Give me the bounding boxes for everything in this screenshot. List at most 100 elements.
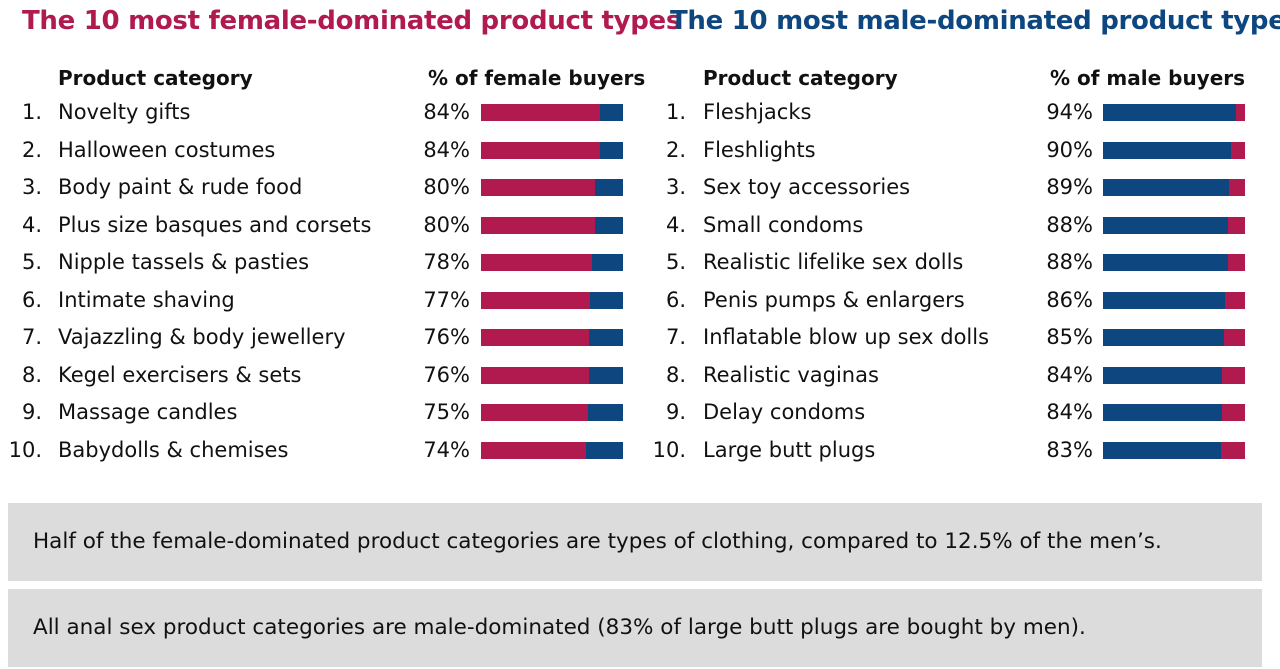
male-row: 2. Fleshlights 90% (640, 135, 1280, 165)
male-rank: 7. (665, 325, 686, 349)
male-percent-label: 89% (1046, 175, 1093, 199)
male-row: 6. Penis pumps & enlargers 86% (640, 285, 1280, 315)
male-percent-label: 86% (1046, 287, 1093, 312)
female-category-label: Babydolls & chemises (58, 437, 289, 462)
male-bar-remainder (1222, 366, 1245, 384)
female-percent-label: 77% (423, 287, 470, 312)
female-rank: 1. (21, 100, 42, 124)
female-rank: 3. (21, 175, 42, 199)
female-chart-title: The 10 most female-dominated product typ… (22, 6, 682, 36)
male-percent-label: 94% (1046, 100, 1093, 124)
female-bar-remainder (588, 329, 623, 346)
male-bar-remainder (1227, 216, 1245, 234)
male-bar-remainder (1223, 329, 1245, 346)
female-percent-header: % of female buyers (428, 66, 646, 90)
female-category-label: Kegel exercisers & sets (58, 362, 302, 387)
female-rank: 7. (21, 325, 42, 349)
male-bar-remainder (1225, 291, 1245, 309)
male-bar-remainder (1229, 179, 1245, 196)
female-rank: 9. (21, 400, 42, 424)
female-bar-remainder (587, 404, 623, 421)
female-percent-label: 74% (423, 437, 470, 462)
female-rank: 10. (8, 437, 42, 462)
female-rank: 5. (21, 250, 42, 274)
male-category-label: Realistic lifelike sex dolls (703, 250, 964, 274)
female-rank: 6. (21, 287, 42, 312)
male-category-label: Sex toy accessories (703, 175, 911, 199)
male-category-label: Fleshlights (703, 137, 816, 162)
male-bar-share (1103, 179, 1230, 196)
male-category-label: Fleshjacks (703, 100, 812, 124)
female-row: 4. Plus size basques and corsets 80% (0, 210, 640, 240)
female-category-label: Novelty gifts (58, 100, 191, 124)
female-row: 2. Halloween costumes 84% (0, 135, 640, 165)
male-bar-share (1103, 291, 1226, 309)
female-row: 6. Intimate shaving 77% (0, 285, 640, 315)
female-category-label: Massage candles (58, 400, 238, 424)
male-bar-share (1103, 254, 1228, 271)
female-category-label: Halloween costumes (58, 137, 276, 162)
male-bar-share (1103, 441, 1221, 459)
female-percent-label: 75% (423, 400, 470, 424)
female-bar-share (481, 216, 595, 234)
female-percent-label: 80% (423, 175, 470, 199)
male-rank: 3. (665, 175, 686, 199)
male-bar-remainder (1236, 104, 1245, 121)
female-row: 10. Babydolls & chemises 74% (0, 435, 640, 465)
female-row: 7. Vajazzling & body jewellery 76% (0, 322, 640, 352)
male-row: 8. Realistic vaginas 84% (640, 360, 1280, 390)
male-row: 3. Sex toy accessories 89% (640, 172, 1280, 202)
female-bar-share (481, 179, 595, 196)
female-row: 5. Nipple tassels & pasties 78% (0, 247, 640, 277)
male-bar-share (1103, 404, 1223, 421)
male-bar-share (1103, 329, 1224, 346)
female-bar-remainder (600, 141, 623, 159)
male-category-label: Inflatable blow up sex dolls (703, 325, 990, 349)
male-rank: 5. (665, 250, 686, 274)
male-row: 9. Delay condoms 84% (640, 397, 1280, 427)
female-row: 1. Novelty gifts 84% (0, 97, 640, 127)
male-bar-remainder (1220, 441, 1245, 459)
female-percent-label: 84% (423, 100, 470, 124)
female-bar-remainder (588, 366, 623, 384)
male-row: 1. Fleshjacks 94% (640, 97, 1280, 127)
female-category-header: Product category (58, 66, 253, 90)
male-panel: The 10 most male-dominated product types… (640, 0, 1280, 495)
female-percent-label: 78% (423, 250, 470, 274)
male-bar-share (1103, 104, 1237, 121)
female-bar-remainder (594, 179, 623, 196)
female-panel: The 10 most female-dominated product typ… (0, 0, 682, 495)
male-bar-remainder (1230, 141, 1245, 159)
female-percent-label: 80% (423, 212, 470, 237)
female-bar-share (481, 366, 589, 384)
female-rank: 8. (21, 362, 42, 387)
male-category-label: Large butt plugs (703, 437, 876, 462)
male-percent-header: % of male buyers (1050, 66, 1246, 90)
female-bar-remainder (600, 104, 623, 121)
male-percent-label: 84% (1046, 362, 1093, 387)
male-rank: 4. (665, 212, 686, 237)
female-bar-share (481, 329, 589, 346)
female-row: 3. Body paint & rude food 80% (0, 172, 640, 202)
male-row: 10. Large butt plugs 83% (640, 435, 1280, 465)
male-bar-remainder (1227, 254, 1245, 271)
female-percent-label: 84% (423, 137, 470, 162)
male-category-header: Product category (703, 66, 898, 90)
female-rank: 2. (21, 137, 42, 162)
female-bar-share (481, 254, 592, 271)
female-bar-share (481, 441, 587, 459)
male-category-label: Penis pumps & enlargers (703, 287, 965, 312)
note-anal-products: All anal sex product categories are male… (8, 589, 1262, 667)
male-chart-title: The 10 most male-dominated product types (670, 6, 1280, 36)
male-row: 7. Inflatable blow up sex dolls 85% (640, 322, 1280, 352)
female-bar-share (481, 141, 601, 159)
female-bar-remainder (591, 254, 623, 271)
female-row: 9. Massage candles 75% (0, 397, 640, 427)
female-percent-label: 76% (423, 362, 470, 387)
male-category-label: Delay condoms (703, 400, 866, 424)
male-bar-share (1103, 141, 1231, 159)
female-bar-remainder (590, 291, 623, 309)
male-bar-remainder (1222, 404, 1245, 421)
male-rank: 2. (665, 137, 686, 162)
male-percent-label: 83% (1046, 437, 1093, 462)
